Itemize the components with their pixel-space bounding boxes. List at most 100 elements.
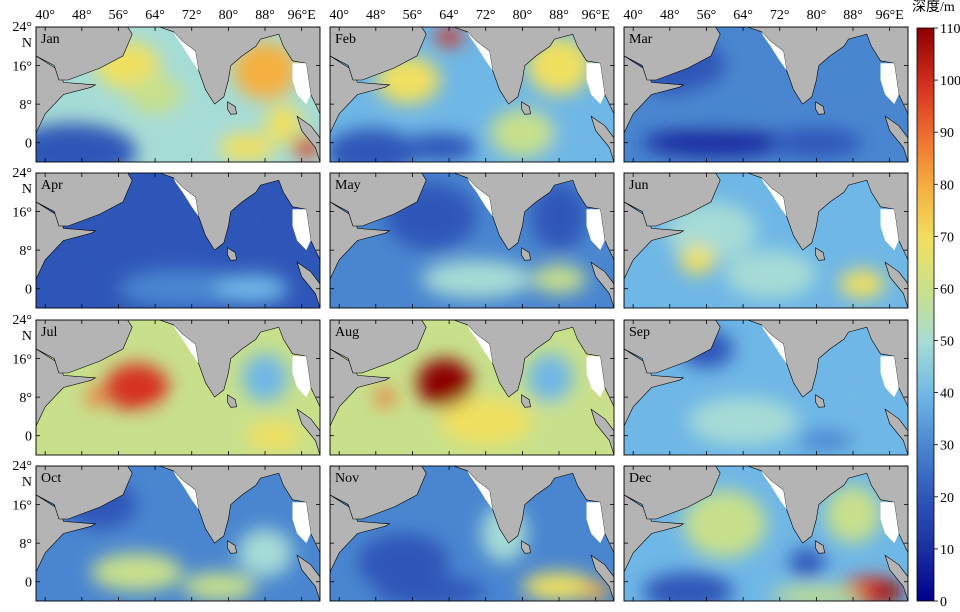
west-india-mask	[173, 470, 199, 510]
arabia-land	[624, 27, 721, 81]
africa-land	[36, 348, 97, 455]
west-india-mask	[761, 470, 787, 510]
west-india-mask	[467, 470, 493, 510]
india-land	[747, 466, 908, 553]
colorbar-tick-label: 20	[940, 491, 954, 506]
lat-tick-label: 16°	[12, 499, 32, 514]
andaman-mask	[586, 356, 605, 398]
sumatra-land	[884, 261, 908, 308]
africa-land	[624, 55, 685, 162]
sri-lanka-land	[227, 394, 237, 408]
sri-lanka-land	[815, 247, 825, 261]
colorbar-tick-label: 80	[940, 178, 954, 193]
month-label: Apr	[41, 178, 63, 193]
sri-lanka-land	[227, 247, 237, 261]
panel-feb: Feb	[329, 26, 615, 163]
colorbar-tick-label: 90	[940, 126, 954, 141]
panel-may: May	[329, 172, 615, 309]
left-axis-labels: 24°N16°8°024°N16°8°024°N16°8°024°N16°8°0	[12, 20, 32, 591]
panel-frame	[35, 172, 321, 309]
month-label: Aug	[335, 325, 359, 340]
month-label: Feb	[335, 32, 356, 47]
sri-lanka-land	[521, 101, 531, 115]
lon-tick-label: 72°	[770, 8, 790, 23]
arabia-land	[330, 173, 427, 227]
andaman-mask	[880, 502, 899, 544]
month-label: Jan	[41, 32, 60, 47]
west-india-mask	[467, 31, 493, 71]
lon-tick-label: 64°	[145, 8, 165, 23]
colorbar-tick-label: 100	[940, 74, 960, 89]
africa-land	[330, 494, 391, 601]
month-label: Dec	[629, 471, 652, 486]
arabia-land	[36, 466, 133, 520]
andaman-mask	[292, 209, 311, 251]
lat-tick-label: 0	[25, 283, 32, 298]
panels: Jan Feb Mar Apr May Jun Jul Aug Sep Oct Nov Dec	[35, 26, 909, 602]
colorbar-tick-label: 30	[940, 439, 954, 454]
sri-lanka-land	[521, 540, 531, 554]
panel-oct: Oct	[35, 465, 321, 602]
month-label: Mar	[629, 32, 653, 47]
lon-tick-label: 80°	[219, 8, 239, 23]
andaman-mask	[880, 63, 899, 105]
lat-tick-label: 24°	[12, 166, 32, 181]
andaman-mask	[880, 209, 899, 251]
arabia-land	[624, 466, 721, 520]
panel-jun: Jun	[623, 172, 909, 309]
africa-land	[624, 494, 685, 601]
andaman-mask	[292, 502, 311, 544]
africa-land	[36, 494, 97, 601]
africa-land	[36, 55, 97, 162]
lat-tick-label: 16°	[12, 206, 32, 221]
panel-dec: Dec	[623, 465, 909, 602]
colorbar-tick-label: 40	[940, 387, 954, 402]
africa-land	[330, 55, 391, 162]
andaman-mask	[292, 356, 311, 398]
colorbar-title: 深度/m	[912, 0, 955, 15]
africa-land	[624, 201, 685, 308]
lon-tick-label: 48°	[366, 8, 386, 23]
andaman-mask	[880, 356, 899, 398]
sumatra-land	[884, 408, 908, 455]
west-india-mask	[467, 324, 493, 364]
lon-tick-label: 96°E	[582, 8, 610, 23]
west-india-mask	[467, 177, 493, 217]
panel-mar: Mar	[623, 26, 909, 163]
sri-lanka-land	[815, 394, 825, 408]
west-india-mask	[173, 324, 199, 364]
month-label: Oct	[41, 471, 61, 486]
colorbar-tick-label: 0	[940, 595, 947, 610]
lon-tick-label: 88°	[843, 8, 863, 23]
arabia-land	[36, 27, 133, 81]
andaman-mask	[292, 63, 311, 105]
sumatra-land	[296, 115, 320, 162]
sumatra-land	[590, 408, 614, 455]
colorbar-tick-label: 70	[940, 230, 954, 245]
panel-frame	[329, 465, 615, 602]
panel-frame	[35, 26, 321, 163]
andaman-mask	[586, 209, 605, 251]
west-india-mask	[761, 324, 787, 364]
lat-tick-label: 8°	[19, 244, 32, 259]
sri-lanka-land	[227, 540, 237, 554]
lat-tick-label: 8°	[19, 537, 32, 552]
arabia-land	[36, 320, 133, 374]
lon-tick-label: 48°	[72, 8, 92, 23]
west-india-mask	[761, 177, 787, 217]
lon-tick-label: 56°	[109, 8, 129, 23]
panel-frame	[35, 319, 321, 456]
lat-tick-label: 16°	[12, 60, 32, 75]
lon-tick-label: 72°	[476, 8, 496, 23]
lon-tick-label: 64°	[439, 8, 459, 23]
colorbar-ticks: 0 10 20 30 40 50 60 70 80 90 100 110	[934, 22, 960, 610]
sumatra-land	[296, 408, 320, 455]
andaman-mask	[586, 63, 605, 105]
lat-tick-label: 8°	[19, 98, 32, 113]
africa-land	[330, 201, 391, 308]
month-label: May	[335, 178, 361, 193]
month-label: Jun	[629, 178, 648, 193]
arabia-land	[624, 173, 721, 227]
lat-tick-label: 16°	[12, 353, 32, 368]
